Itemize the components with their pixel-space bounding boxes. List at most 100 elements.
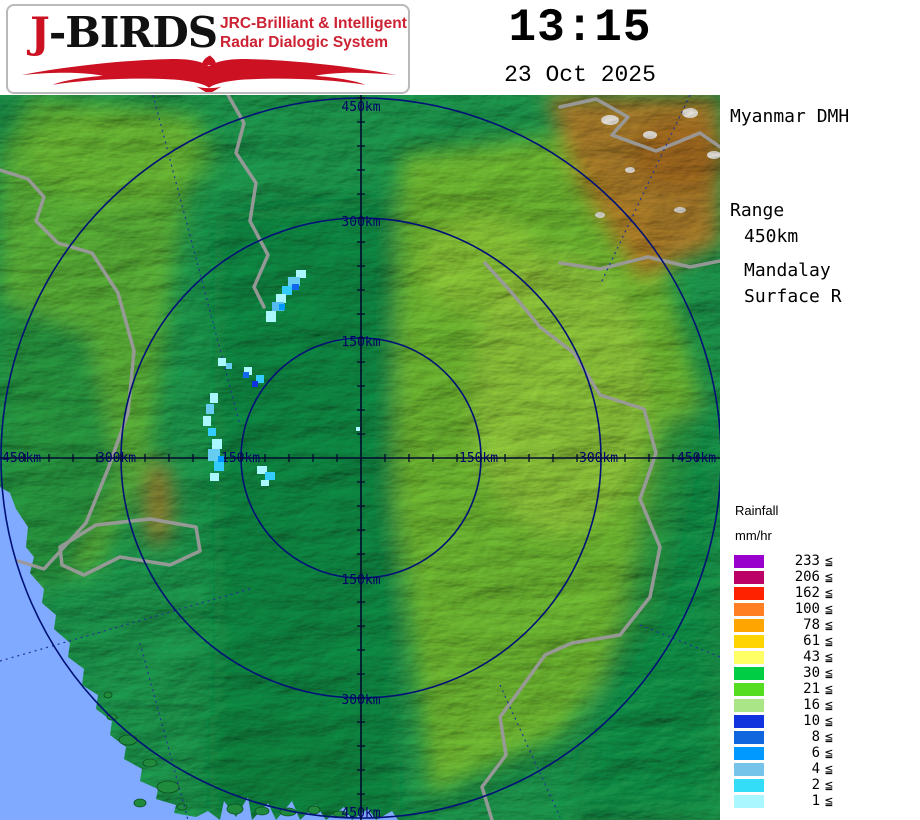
legend-swatch (734, 778, 764, 792)
legend-row: 30 ≦ (734, 665, 914, 681)
legend-operator-icon: ≦ (825, 697, 833, 713)
legend-row: 78 ≦ (734, 617, 914, 633)
site-product: Surface R (744, 286, 842, 307)
legend-swatch (734, 794, 764, 808)
legend-value: 4 (811, 761, 820, 777)
legend-row: 1 ≦ (734, 793, 914, 809)
legend-row: 2 ≦ (734, 777, 914, 793)
time-display: 13:15 (508, 2, 652, 54)
legend-value: 30 (803, 665, 820, 681)
legend-swatch (734, 586, 764, 600)
legend-swatch (734, 634, 764, 648)
legend-swatch (734, 554, 764, 568)
range-ring-label: 300km (97, 451, 136, 466)
legend-value: 10 (803, 713, 820, 729)
range-ring-label: 300km (579, 451, 618, 466)
legend-operator-icon: ≦ (825, 761, 833, 777)
legend-rows: 233 ≦ 206 ≦ 162 ≦ 100 ≦ 78 ≦ 61 ≦ 43 ≦ 30 ≦ 21 ≦ 16 ≦ 10 ≦ 8 ≦ 6… (734, 553, 914, 809)
legend-operator-icon: ≦ (825, 601, 833, 617)
legend-row: 10 ≦ (734, 713, 914, 729)
range-ring-label: 150km (341, 573, 380, 588)
range-value: 450km (744, 226, 799, 247)
legend-operator-icon: ≦ (825, 745, 833, 761)
agency-label: Myanmar DMH (730, 106, 850, 127)
range-ring-label: 450km (341, 806, 380, 820)
eagle-icon (21, 55, 397, 92)
legend-swatch (734, 698, 764, 712)
range-label: Range (730, 200, 785, 221)
legend-operator-icon: ≦ (825, 777, 833, 793)
legend-row: 162 ≦ (734, 585, 914, 601)
legend-value: 16 (803, 697, 820, 713)
legend-swatch (734, 682, 764, 696)
legend-row: 16 ≦ (734, 697, 914, 713)
legend-row: 43 ≦ (734, 649, 914, 665)
legend-value: 43 (803, 649, 820, 665)
legend-value: 233 (794, 553, 820, 569)
logo-letter-j: J (30, 8, 50, 57)
legend-row: 206 ≦ (734, 569, 914, 585)
legend-operator-icon: ≦ (825, 649, 833, 665)
header: J-BIRDS JRC-Brilliant & Intelligent Rada… (0, 0, 920, 95)
range-ring-label: 150km (341, 335, 380, 350)
legend-value: 100 (794, 601, 820, 617)
axis-ticks (24, 97, 698, 795)
legend-row: 4 ≦ (734, 761, 914, 777)
crosshair (0, 95, 720, 820)
clock: 13:15 23 Oct 2025 (455, 0, 705, 95)
legend-row: 233 ≦ (734, 553, 914, 569)
radar-map-panel: 450km 300km 150km 150km 300km 450km 450km 300km… (0, 93, 730, 820)
legend-value: 206 (794, 569, 820, 585)
legend-row: 100 ≦ (734, 601, 914, 617)
legend-value: 2 (811, 777, 820, 793)
range-ring-label: 300km (341, 215, 380, 230)
legend-value: 61 (803, 633, 820, 649)
legend-operator-icon: ≦ (825, 713, 833, 729)
logo-subtitle: JRC-Brilliant & Intelligent Radar Dialog… (220, 14, 407, 52)
legend-row: 21 ≦ (734, 681, 914, 697)
jbirds-logo: J-BIRDS JRC-Brilliant & Intelligent Rada… (6, 4, 410, 94)
legend-value: 21 (803, 681, 820, 697)
date-display: 23 Oct 2025 (504, 62, 656, 88)
range-ring-label: 150km (221, 451, 260, 466)
legend-swatch (734, 602, 764, 616)
logo-subtitle-line2: Radar Dialogic System (220, 34, 388, 51)
legend-operator-icon: ≦ (825, 681, 833, 697)
logo-subtitle-line1: JRC-Brilliant & Intelligent (220, 15, 407, 32)
range-ring-label: 450km (677, 451, 716, 466)
country-borders (0, 93, 722, 820)
legend-value: 162 (794, 585, 820, 601)
sidebar: Myanmar DMH Range 450km Mandalay Surface… (720, 95, 920, 820)
legend-value: 1 (811, 793, 820, 809)
sea-area (0, 487, 398, 820)
legend-operator-icon: ≦ (825, 729, 833, 745)
legend-value: 6 (811, 745, 820, 761)
range-ring-label: 450km (2, 451, 41, 466)
legend-operator-icon: ≦ (825, 569, 833, 585)
range-ring-label: 450km (341, 100, 380, 115)
range-ring-label: 150km (459, 451, 498, 466)
legend-swatch (734, 666, 764, 680)
legend-row: 8 ≦ (734, 729, 914, 745)
range-ring-label: 300km (341, 693, 380, 708)
legend-operator-icon: ≦ (825, 617, 833, 633)
rainfall-legend: Rainfall mm/hr 233 ≦ 206 ≦ 162 ≦ 100 ≦ 78 ≦ 61 ≦ 43 ≦… (734, 503, 914, 809)
radar-map: 450km 300km 150km 150km 300km 450km 450km 300km… (0, 93, 730, 820)
legend-row: 6 ≦ (734, 745, 914, 761)
legend-title: Rainfall (735, 503, 779, 518)
legend-operator-icon: ≦ (825, 633, 833, 649)
legend-swatch (734, 730, 764, 744)
legend-value: 78 (803, 617, 820, 633)
legend-swatch (734, 570, 764, 584)
logo-title: J-BIRDS (30, 8, 218, 57)
legend-value: 8 (811, 729, 820, 745)
legend-swatch (734, 746, 764, 760)
legend-operator-icon: ≦ (825, 553, 833, 569)
legend-swatch (734, 650, 764, 664)
legend-unit: mm/hr (735, 528, 772, 543)
legend-operator-icon: ≦ (825, 585, 833, 601)
site-name: Mandalay (744, 260, 831, 281)
rain-echo-layer (203, 270, 360, 486)
snow-caps (595, 108, 721, 218)
